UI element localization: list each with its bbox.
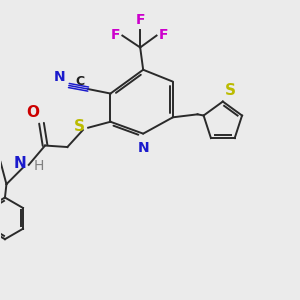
Text: F: F	[135, 13, 145, 27]
Text: S: S	[225, 83, 236, 98]
Text: C: C	[76, 75, 85, 88]
Text: O: O	[26, 105, 39, 120]
Text: N: N	[14, 156, 26, 171]
Text: N: N	[54, 70, 65, 84]
Text: F: F	[110, 28, 120, 42]
Text: F: F	[159, 28, 168, 42]
Text: N: N	[137, 141, 149, 155]
Text: S: S	[74, 119, 85, 134]
Text: H: H	[33, 159, 43, 173]
